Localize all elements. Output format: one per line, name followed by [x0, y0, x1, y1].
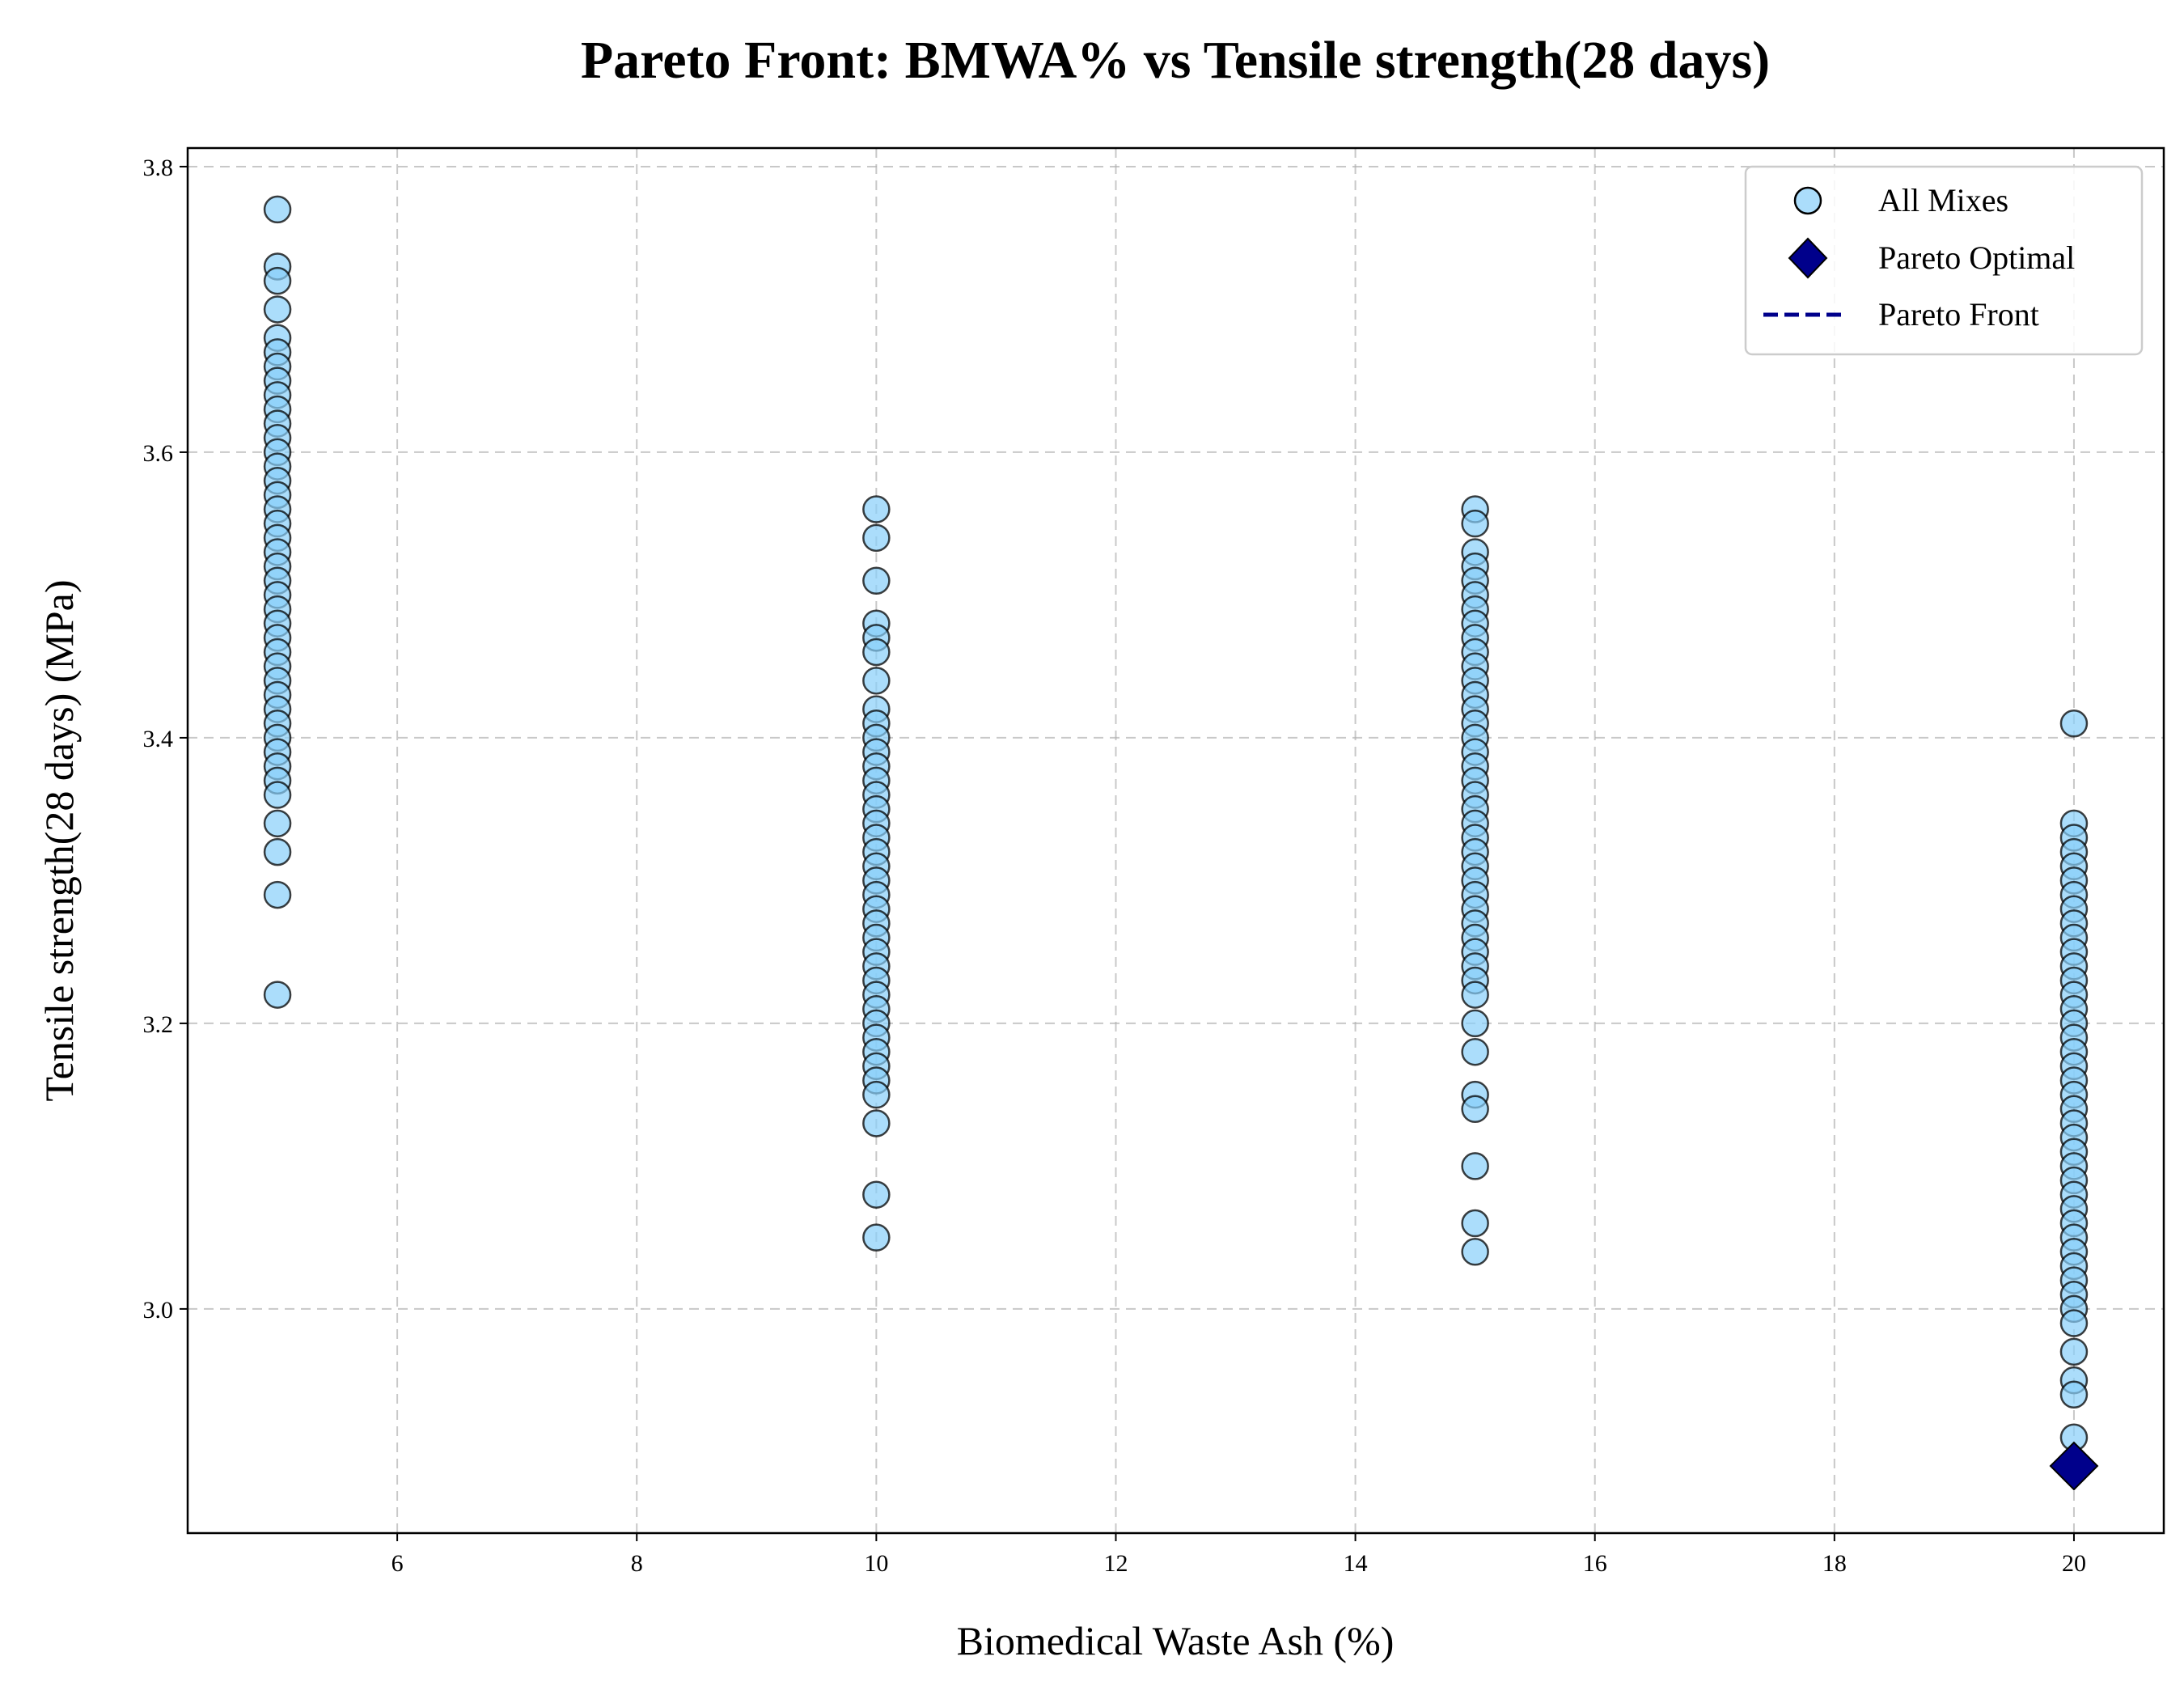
- data-point-pareto-optimal: [2049, 1441, 2099, 1491]
- y-tick-label: 3.6: [143, 440, 174, 467]
- data-point-all-mixes: [263, 195, 292, 224]
- data-point-all-mixes: [1461, 1152, 1489, 1180]
- y-tick-label: 3.0: [143, 1297, 174, 1324]
- legend-label-pareto-optimal: Pareto Optimal: [1878, 239, 2075, 276]
- data-point-all-mixes: [2059, 1380, 2089, 1409]
- data-point-all-mixes: [2059, 1337, 2089, 1366]
- data-point-all-mixes: [1461, 509, 1489, 538]
- x-tick-label: 18: [1822, 1550, 1847, 1577]
- x-tick-label: 16: [1583, 1550, 1607, 1577]
- data-point-all-mixes: [1461, 1095, 1489, 1124]
- data-point-all-mixes: [1461, 1238, 1489, 1266]
- plot-area-frame: [186, 146, 2165, 1535]
- x-tick-label: 20: [2062, 1550, 2086, 1577]
- legend: All Mixes Pareto Optimal Pareto Front: [1744, 165, 2144, 356]
- data-point-all-mixes: [1461, 1037, 1489, 1066]
- data-point-all-mixes: [263, 781, 292, 809]
- x-axis-label: Biomedical Waste Ash (%): [957, 1618, 1395, 1663]
- data-point-all-mixes: [1461, 981, 1489, 1009]
- x-tick-label: 14: [1344, 1550, 1368, 1577]
- legend-marker-all-mixes: [1793, 186, 1822, 215]
- y-tick-label: 3.2: [143, 1011, 174, 1038]
- grid-lines: [188, 148, 2164, 1533]
- data-point-all-mixes: [263, 981, 292, 1009]
- data-point-all-mixes: [862, 566, 891, 595]
- y-axis-label: Tensile strength(28 days) (MPa): [36, 580, 82, 1102]
- data-point-all-mixes: [862, 1109, 891, 1137]
- data-point-all-mixes: [2059, 710, 2089, 738]
- data-point-all-mixes: [263, 295, 292, 324]
- x-tick-label: 6: [392, 1550, 404, 1577]
- legend-marker-pareto-optimal: [1788, 237, 1828, 279]
- data-point-all-mixes: [862, 1180, 891, 1209]
- data-point-all-mixes: [862, 1223, 891, 1252]
- axis-ticks: 6 8 10 12 14 16 18 20 3.0 3.2 3.4 3.6 3.8: [143, 155, 2086, 1577]
- legend-label-pareto-front: Pareto Front: [1878, 296, 2039, 333]
- data-point-all-mixes: [862, 1080, 891, 1109]
- x-tick-label: 12: [1103, 1550, 1128, 1577]
- data-point-all-mixes: [862, 523, 891, 553]
- data-point-all-mixes: [263, 880, 292, 909]
- data-point-all-mixes: [862, 667, 891, 695]
- data-point-all-mixes: [862, 495, 891, 523]
- chart-title: Pareto Front: BMWA% vs Tensile strength(…: [581, 31, 1770, 90]
- legend-box: [1744, 165, 2144, 356]
- x-tick-label: 8: [631, 1550, 643, 1577]
- y-tick-label: 3.4: [143, 726, 174, 752]
- data-points: [263, 195, 2099, 1491]
- legend-label-all-mixes: All Mixes: [1878, 182, 2008, 218]
- data-point-all-mixes: [1461, 1009, 1489, 1038]
- data-point-all-mixes: [1461, 1209, 1489, 1238]
- x-tick-label: 10: [864, 1550, 888, 1577]
- data-point-all-mixes: [263, 837, 292, 866]
- y-tick-label: 3.8: [143, 155, 174, 181]
- data-point-all-mixes: [862, 638, 891, 667]
- data-point-all-mixes: [263, 809, 292, 838]
- data-point-all-mixes: [263, 266, 292, 295]
- data-point-all-mixes: [2059, 1309, 2089, 1337]
